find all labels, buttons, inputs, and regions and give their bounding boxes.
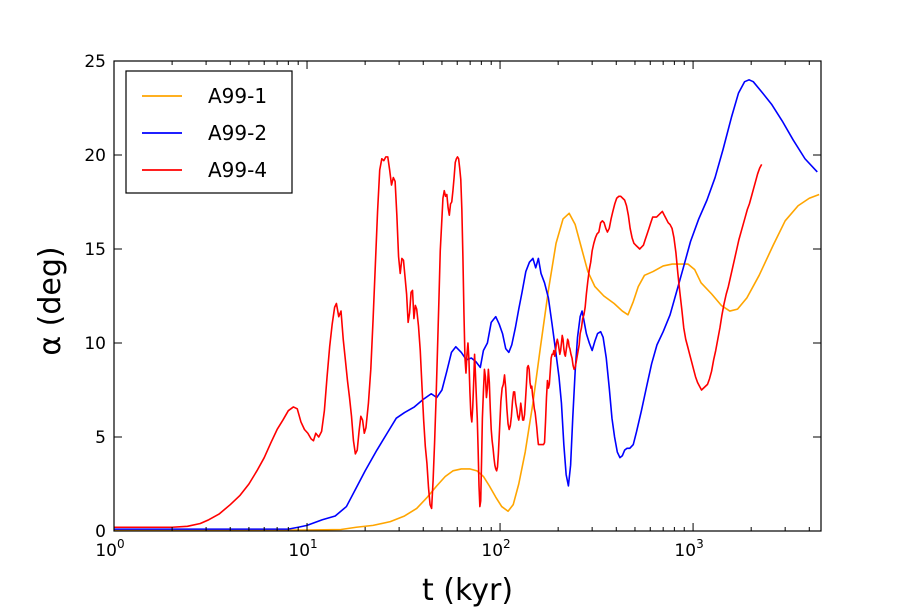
legend-label: A99-2: [208, 121, 267, 145]
y-tick-label: 20: [84, 146, 106, 166]
series-line-a99-4: [114, 156, 763, 529]
y-tick-label: 10: [84, 334, 106, 354]
axes-frame: [113, 60, 822, 532]
legend-label: A99-1: [208, 84, 267, 108]
series-line-a99-1: [114, 193, 820, 531]
x-axis-ticks: 100 101 102 103: [95, 61, 810, 561]
x-tick-label: 103: [674, 537, 703, 561]
y-tick-label: 25: [84, 52, 106, 72]
y-axis-ticks: 0 5 10 15 20 25: [84, 52, 821, 542]
y-tick-label: 5: [95, 428, 106, 448]
y-tick-label: 15: [84, 240, 106, 260]
legend-label: A99-4: [208, 158, 267, 182]
x-axis-label: t (kyr): [422, 573, 513, 608]
series-lines: [114, 79, 820, 531]
y-axis-label: α (deg): [33, 246, 68, 355]
legend: A99-1 A99-2 A99-4: [125, 70, 293, 194]
y-tick-label: 0: [95, 522, 106, 542]
x-tick-label: 102: [481, 537, 510, 561]
series-line-a99-2: [114, 79, 818, 530]
x-tick-label: 101: [288, 537, 317, 561]
legend-box: [125, 70, 293, 194]
x-tick-label: 100: [95, 537, 124, 561]
plot-frame: [113, 60, 822, 532]
